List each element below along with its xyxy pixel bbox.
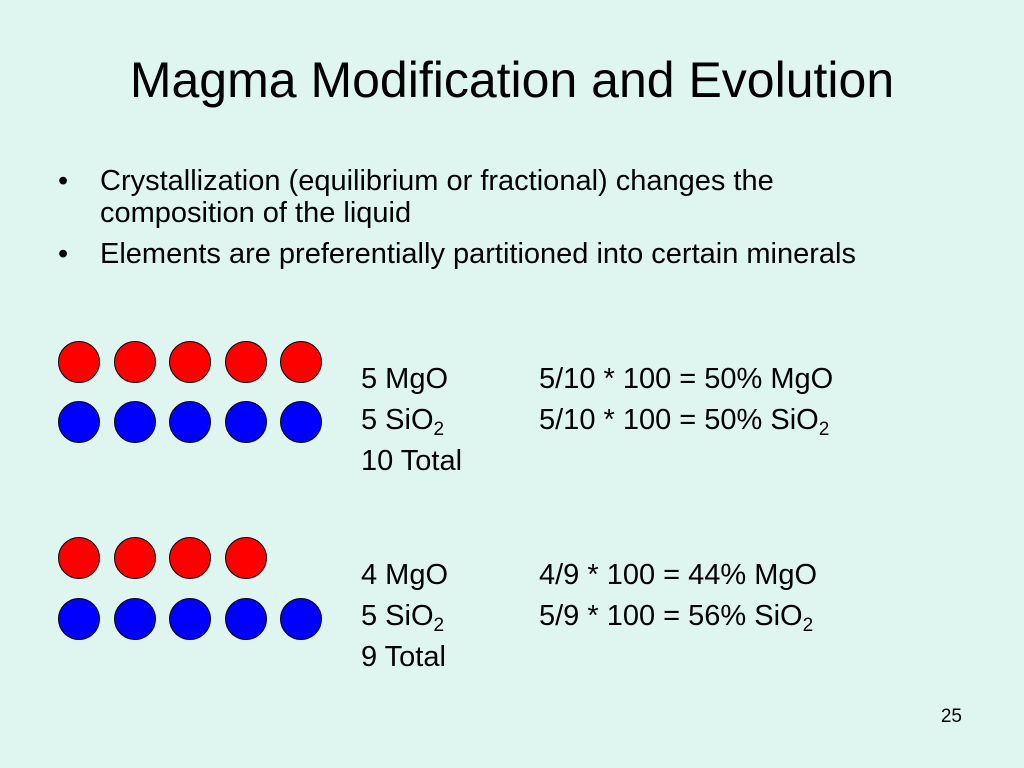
sio2-line: 5 SiO2 5/9 * 100 = 56% SiO2 xyxy=(361,596,961,637)
sio2-molecule-circle xyxy=(280,598,322,640)
sio2-percent-label: 5/9 * 100 = 56% SiO2 xyxy=(539,596,813,637)
sio2-percent-base: 5/9 * 100 = 56% SiO xyxy=(539,600,803,632)
slide-number: 25 xyxy=(940,706,962,727)
subscript: 2 xyxy=(433,419,445,440)
subscript: 2 xyxy=(802,615,814,636)
sio2-molecule-circle xyxy=(58,401,100,443)
bullet-icon: • xyxy=(58,165,69,197)
sio2-percent-base: 5/10 * 100 = 50% SiO xyxy=(539,404,819,436)
bullet-text: Crystallization (equilibrium or fraction… xyxy=(100,165,774,229)
mgo-molecule-circle xyxy=(58,341,100,383)
sio2-molecule-circle xyxy=(58,598,100,640)
mgo-molecule-circle xyxy=(280,341,322,383)
sio2-percent-label: 5/10 * 100 = 50% SiO2 xyxy=(539,400,829,441)
sio2-molecule-circle xyxy=(224,598,267,640)
sio2-line: 5 SiO2 5/10 * 100 = 50% SiO2 xyxy=(361,400,961,441)
mgo-molecule-circle xyxy=(169,537,211,579)
sio2-count-label: 5 SiO2 xyxy=(361,596,444,637)
bullet-text: Elements are preferentially partitioned … xyxy=(100,238,856,270)
sio2-count-label: 5 SiO2 xyxy=(361,400,444,441)
sio2-molecule-circle xyxy=(113,598,156,640)
mgo-molecule-circle xyxy=(113,537,156,579)
mgo-percent-label: 4/9 * 100 = 44% MgO xyxy=(539,559,818,591)
mgo-count-label: 5 MgO xyxy=(361,363,449,395)
mgo-molecule-circle xyxy=(113,341,156,383)
sio2-molecule-circle xyxy=(169,401,211,443)
mgo-molecule-circle xyxy=(169,341,211,383)
mgo-molecule-circle xyxy=(224,341,267,383)
sio2-molecule-circle xyxy=(280,401,322,443)
example-2-text: 4 MgO 4/9 * 100 = 44% MgO 5 SiO2 5/9 * 1… xyxy=(361,555,961,678)
total-label: 10 Total xyxy=(361,445,463,477)
bullet-item: • Crystallization (equilibrium or fracti… xyxy=(58,165,918,229)
slide-title: Magma Modification and Evolution xyxy=(129,52,895,108)
mgo-line: 4 MgO 4/9 * 100 = 44% MgO xyxy=(361,555,961,596)
mgo-line: 5 MgO 5/10 * 100 = 50% MgO xyxy=(361,359,961,400)
total-line: 9 Total xyxy=(361,637,961,678)
bullet-item: • Elements are preferentially partitione… xyxy=(58,238,918,270)
mgo-molecule-circle xyxy=(58,537,100,579)
mgo-circle-row-2 xyxy=(58,537,267,579)
mgo-percent-label: 5/10 * 100 = 50% MgO xyxy=(539,363,834,395)
bullet-icon: • xyxy=(58,238,69,270)
mgo-molecule-circle xyxy=(224,537,267,579)
sio2-count-base: 5 SiO xyxy=(361,600,434,632)
mgo-circle-row-1 xyxy=(58,341,322,383)
subscript: 2 xyxy=(818,419,830,440)
example-1-text: 5 MgO 5/10 * 100 = 50% MgO 5 SiO2 5/10 *… xyxy=(361,359,961,482)
sio2-circle-row-2 xyxy=(58,598,322,640)
total-label: 9 Total xyxy=(361,641,446,673)
sio2-molecule-circle xyxy=(113,401,156,443)
sio2-circle-row-1 xyxy=(58,401,322,443)
bullet-list: • Crystallization (equilibrium or fracti… xyxy=(58,165,918,279)
sio2-count-base: 5 SiO xyxy=(361,404,434,436)
subscript: 2 xyxy=(433,615,445,636)
total-line: 10 Total xyxy=(361,441,961,482)
sio2-molecule-circle xyxy=(169,598,211,640)
sio2-molecule-circle xyxy=(224,401,267,443)
mgo-count-label: 4 MgO xyxy=(361,559,449,591)
